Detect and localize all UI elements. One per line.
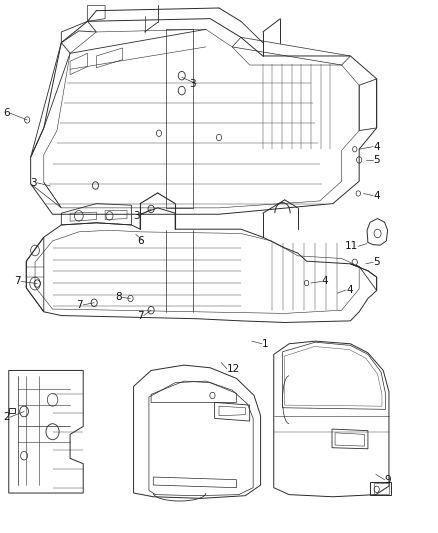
Text: 3: 3 [133,211,139,221]
Text: 3: 3 [31,178,37,188]
Text: 5: 5 [373,257,380,267]
Text: 6: 6 [3,108,10,118]
Text: 3: 3 [190,79,196,88]
Text: 7: 7 [14,277,21,286]
Text: 4: 4 [373,191,380,200]
Text: 4: 4 [346,285,353,295]
Text: 9: 9 [385,475,391,484]
Text: 12: 12 [227,364,240,374]
Text: 6: 6 [137,236,144,246]
Text: 2: 2 [3,413,10,422]
Text: 5: 5 [373,155,380,165]
Text: 4: 4 [373,142,380,151]
Text: 7: 7 [137,311,144,320]
Text: 8: 8 [115,293,122,302]
Text: 11: 11 [345,241,358,251]
Text: 7: 7 [77,300,83,310]
Text: 1: 1 [262,339,268,349]
Text: 4: 4 [322,277,328,286]
